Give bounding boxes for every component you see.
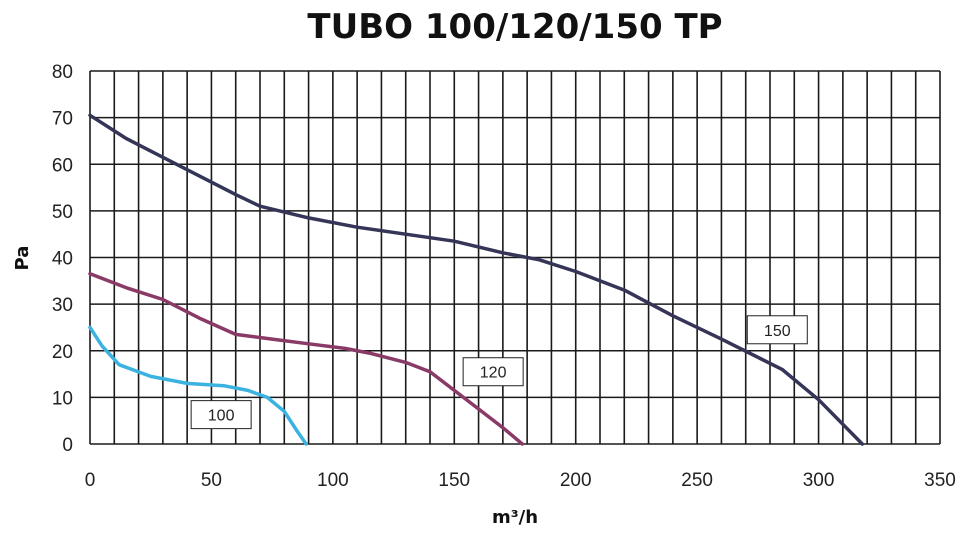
series-label-box (746, 315, 808, 345)
series-label-text: 100 (208, 408, 235, 425)
chart-title: TUBO 100/120/150 TP (307, 7, 722, 47)
x-tick-label: 350 (924, 470, 956, 491)
series-label-box (190, 400, 252, 430)
x-axis-ticks: 0 50 100 150 200 250 300 350 (85, 470, 956, 491)
x-tick-label: 150 (438, 470, 470, 491)
series-label-box (462, 357, 524, 387)
series-line-120 (88, 272, 525, 446)
y-tick-label: 0 (62, 435, 73, 456)
y-tick-label: 70 (52, 109, 73, 130)
x-tick-label: 200 (560, 470, 592, 491)
series-label-150: 150 (746, 315, 808, 345)
x-tick-label: 100 (317, 470, 349, 491)
series-line-150 (88, 113, 865, 446)
y-tick-label: 10 (52, 388, 73, 409)
series-label-text: 150 (764, 323, 791, 340)
y-axis-label: Pa (12, 246, 33, 271)
series-label-text: 120 (480, 365, 507, 382)
series-label-120: 120 (462, 357, 524, 387)
y-tick-label: 40 (52, 249, 73, 270)
x-axis-label: m³/h (492, 507, 538, 528)
x-tick-label: 300 (803, 470, 835, 491)
y-tick-label: 30 (52, 295, 73, 316)
series-labels: 100 120 150 (190, 315, 808, 430)
y-tick-label: 80 (52, 62, 73, 83)
x-tick-label: 0 (85, 470, 96, 491)
series-lines (88, 113, 865, 446)
y-axis-ticks: 0 10 20 30 40 50 60 70 80 (52, 62, 73, 456)
x-tick-label: 250 (681, 470, 713, 491)
series-line-100 (88, 325, 308, 446)
y-tick-label: 50 (52, 202, 73, 223)
y-tick-label: 60 (52, 155, 73, 176)
y-tick-label: 20 (52, 342, 73, 363)
grid (89, 70, 941, 445)
series-label-100: 100 (190, 400, 252, 430)
x-tick-label: 50 (201, 470, 222, 491)
